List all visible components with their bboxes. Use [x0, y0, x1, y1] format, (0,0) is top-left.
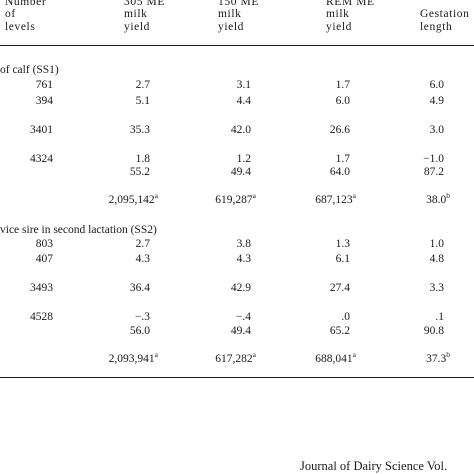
header-rem: REM ME: [326, 0, 375, 8]
rem-cell: 1.7: [335, 79, 350, 91]
c305-cell: 2.7: [135, 79, 150, 91]
gest-cell: 4.9: [429, 95, 444, 107]
gest-cell: 4.8: [429, 253, 444, 265]
total-gest: 37.3b: [426, 350, 450, 365]
levels-cell: 3493: [30, 282, 53, 294]
levels-cell: 761: [35, 79, 53, 91]
total-305: 2,095,142a: [108, 191, 158, 206]
c305-cell: 2.7: [135, 238, 150, 250]
c305-cell: 55.2: [129, 166, 150, 178]
header-rem-yield: yield: [326, 21, 352, 33]
c150-cell: −.4: [235, 311, 251, 323]
header-150-yield: yield: [218, 21, 244, 33]
rem-cell: .0: [341, 311, 350, 323]
c150-cell: 49.4: [230, 325, 251, 337]
levels-cell: 803: [35, 238, 53, 250]
gest-cell: 1.0: [429, 238, 444, 250]
c150-cell: 42.0: [230, 124, 251, 136]
header-length: length: [420, 21, 453, 33]
header-150: 150 ME: [218, 0, 259, 8]
gest-cell: 90.8: [423, 325, 444, 337]
total-rem: 687,123a: [315, 191, 356, 206]
header-150-milk: milk: [218, 8, 242, 20]
c150-cell: 1.2: [236, 153, 251, 165]
total-150: 619,287a: [215, 191, 256, 206]
levels-cell: 407: [35, 253, 53, 265]
header-305: 305 ME: [124, 0, 165, 8]
levels-cell: 394: [35, 95, 53, 107]
c150-cell: 4.4: [236, 95, 251, 107]
header-number: Number: [5, 0, 47, 8]
c150-cell: 3.1: [236, 79, 251, 91]
journal-footer: Journal of Dairy Science Vol.: [300, 459, 448, 473]
c305-cell: 4.3: [135, 253, 150, 265]
rem-cell: 65.2: [329, 325, 350, 337]
header-gestation: Gestation: [420, 8, 470, 20]
gest-cell: .1: [435, 311, 444, 323]
rem-cell: 1.7: [335, 153, 350, 165]
bottom-rule: [0, 377, 474, 378]
rem-cell: 6.1: [335, 253, 350, 265]
total-gest: 38.0b: [426, 191, 450, 206]
total-rem: 688,041a: [315, 350, 356, 365]
rem-cell: 64.0: [329, 166, 350, 178]
c305-cell: 56.0: [129, 325, 150, 337]
c150-cell: 42.9: [230, 282, 251, 294]
c150-cell: 4.3: [236, 253, 251, 265]
total-150: 617,282a: [215, 350, 256, 365]
rem-cell: 6.0: [335, 95, 350, 107]
c305-cell: 35.3: [129, 124, 150, 136]
c305-cell: 36.4: [129, 282, 150, 294]
header-rem-milk: milk: [326, 8, 350, 20]
header-rule: [0, 45, 474, 46]
levels-cell: 3401: [30, 124, 53, 136]
c305-cell: 1.8: [135, 153, 150, 165]
c305-cell: 5.1: [135, 95, 150, 107]
levels-cell: 4324: [30, 153, 53, 165]
header-305-milk: milk: [124, 8, 148, 20]
c150-cell: 49.4: [230, 166, 251, 178]
gest-cell: −1.0: [423, 153, 444, 165]
section2-title: vice sire in second lactation (SS2): [0, 224, 157, 236]
section1-title: of calf (SS1): [0, 64, 59, 76]
levels-cell: 4528: [30, 311, 53, 323]
total-305: 2,093,941a: [108, 350, 158, 365]
gest-cell: 3.3: [429, 282, 444, 294]
c305-cell: −.3: [134, 311, 150, 323]
gest-cell: 3.0: [429, 124, 444, 136]
header-305-yield: yield: [124, 21, 150, 33]
header-of: of: [5, 8, 16, 20]
gest-cell: 87.2: [423, 166, 444, 178]
rem-cell: 26.6: [329, 124, 350, 136]
rem-cell: 27.4: [329, 282, 350, 294]
gest-cell: 6.0: [429, 79, 444, 91]
c150-cell: 3.8: [236, 238, 251, 250]
header-levels: levels: [5, 21, 36, 33]
rem-cell: 1.3: [335, 238, 350, 250]
